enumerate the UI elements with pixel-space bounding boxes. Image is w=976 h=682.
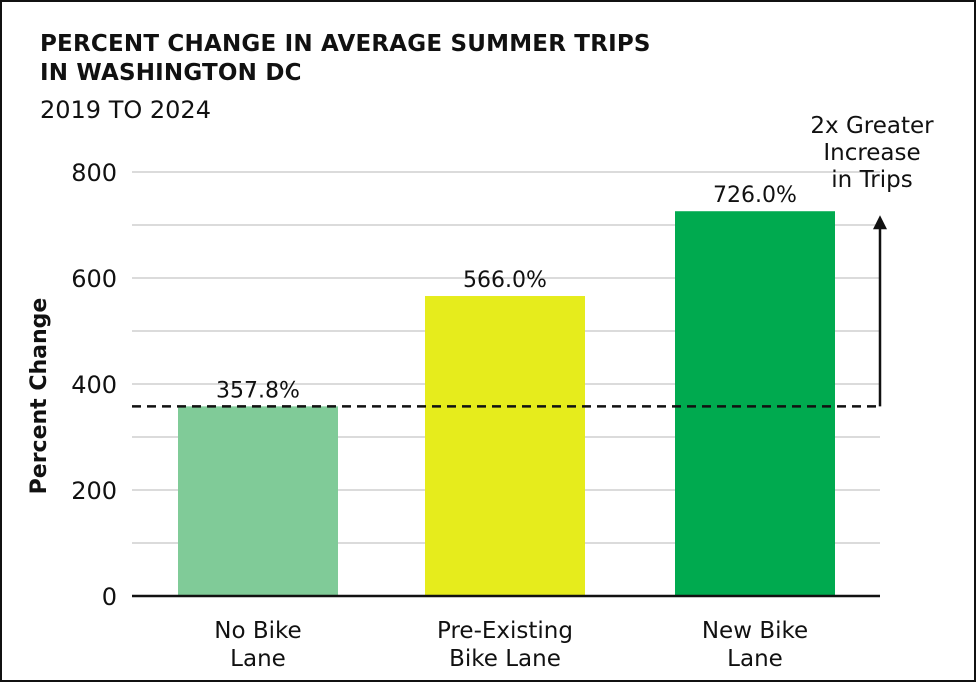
- annotation-text: in Trips: [831, 167, 912, 193]
- bar-2: [425, 296, 585, 596]
- data-label: 726.0%: [713, 183, 797, 208]
- bar-1: [178, 406, 338, 596]
- y-tick-label: 200: [71, 477, 117, 505]
- annotation-text: 2x Greater: [810, 113, 934, 139]
- data-label: 357.8%: [216, 378, 300, 403]
- x-tick-label: Lane: [230, 646, 286, 672]
- bar-3: [675, 211, 835, 596]
- chart-title: PERCENT CHANGE IN AVERAGE SUMMER TRIPS I…: [40, 30, 651, 88]
- chart-title-line-2: IN WASHINGTON DC: [40, 60, 302, 86]
- chart-subtitle: 2019 TO 2024: [40, 96, 211, 124]
- y-tick-label: 600: [71, 265, 117, 293]
- y-tick-label: 800: [71, 159, 117, 187]
- chart-title-line-1: PERCENT CHANGE IN AVERAGE SUMMER TRIPS: [40, 31, 651, 57]
- y-tick-label: 0: [102, 583, 117, 611]
- x-tick-label: Pre-Existing: [437, 618, 573, 644]
- y-tick-label: 400: [71, 371, 117, 399]
- y-axis-label: Percent Change: [27, 298, 52, 495]
- annotation-text: Increase: [823, 140, 920, 166]
- x-tick-label: No Bike: [214, 618, 301, 644]
- arrow-up-icon: [873, 215, 887, 230]
- data-label: 566.0%: [463, 268, 547, 293]
- x-tick-label: Lane: [727, 646, 783, 672]
- x-tick-label: New Bike: [702, 618, 808, 644]
- x-tick-label: Bike Lane: [449, 646, 561, 672]
